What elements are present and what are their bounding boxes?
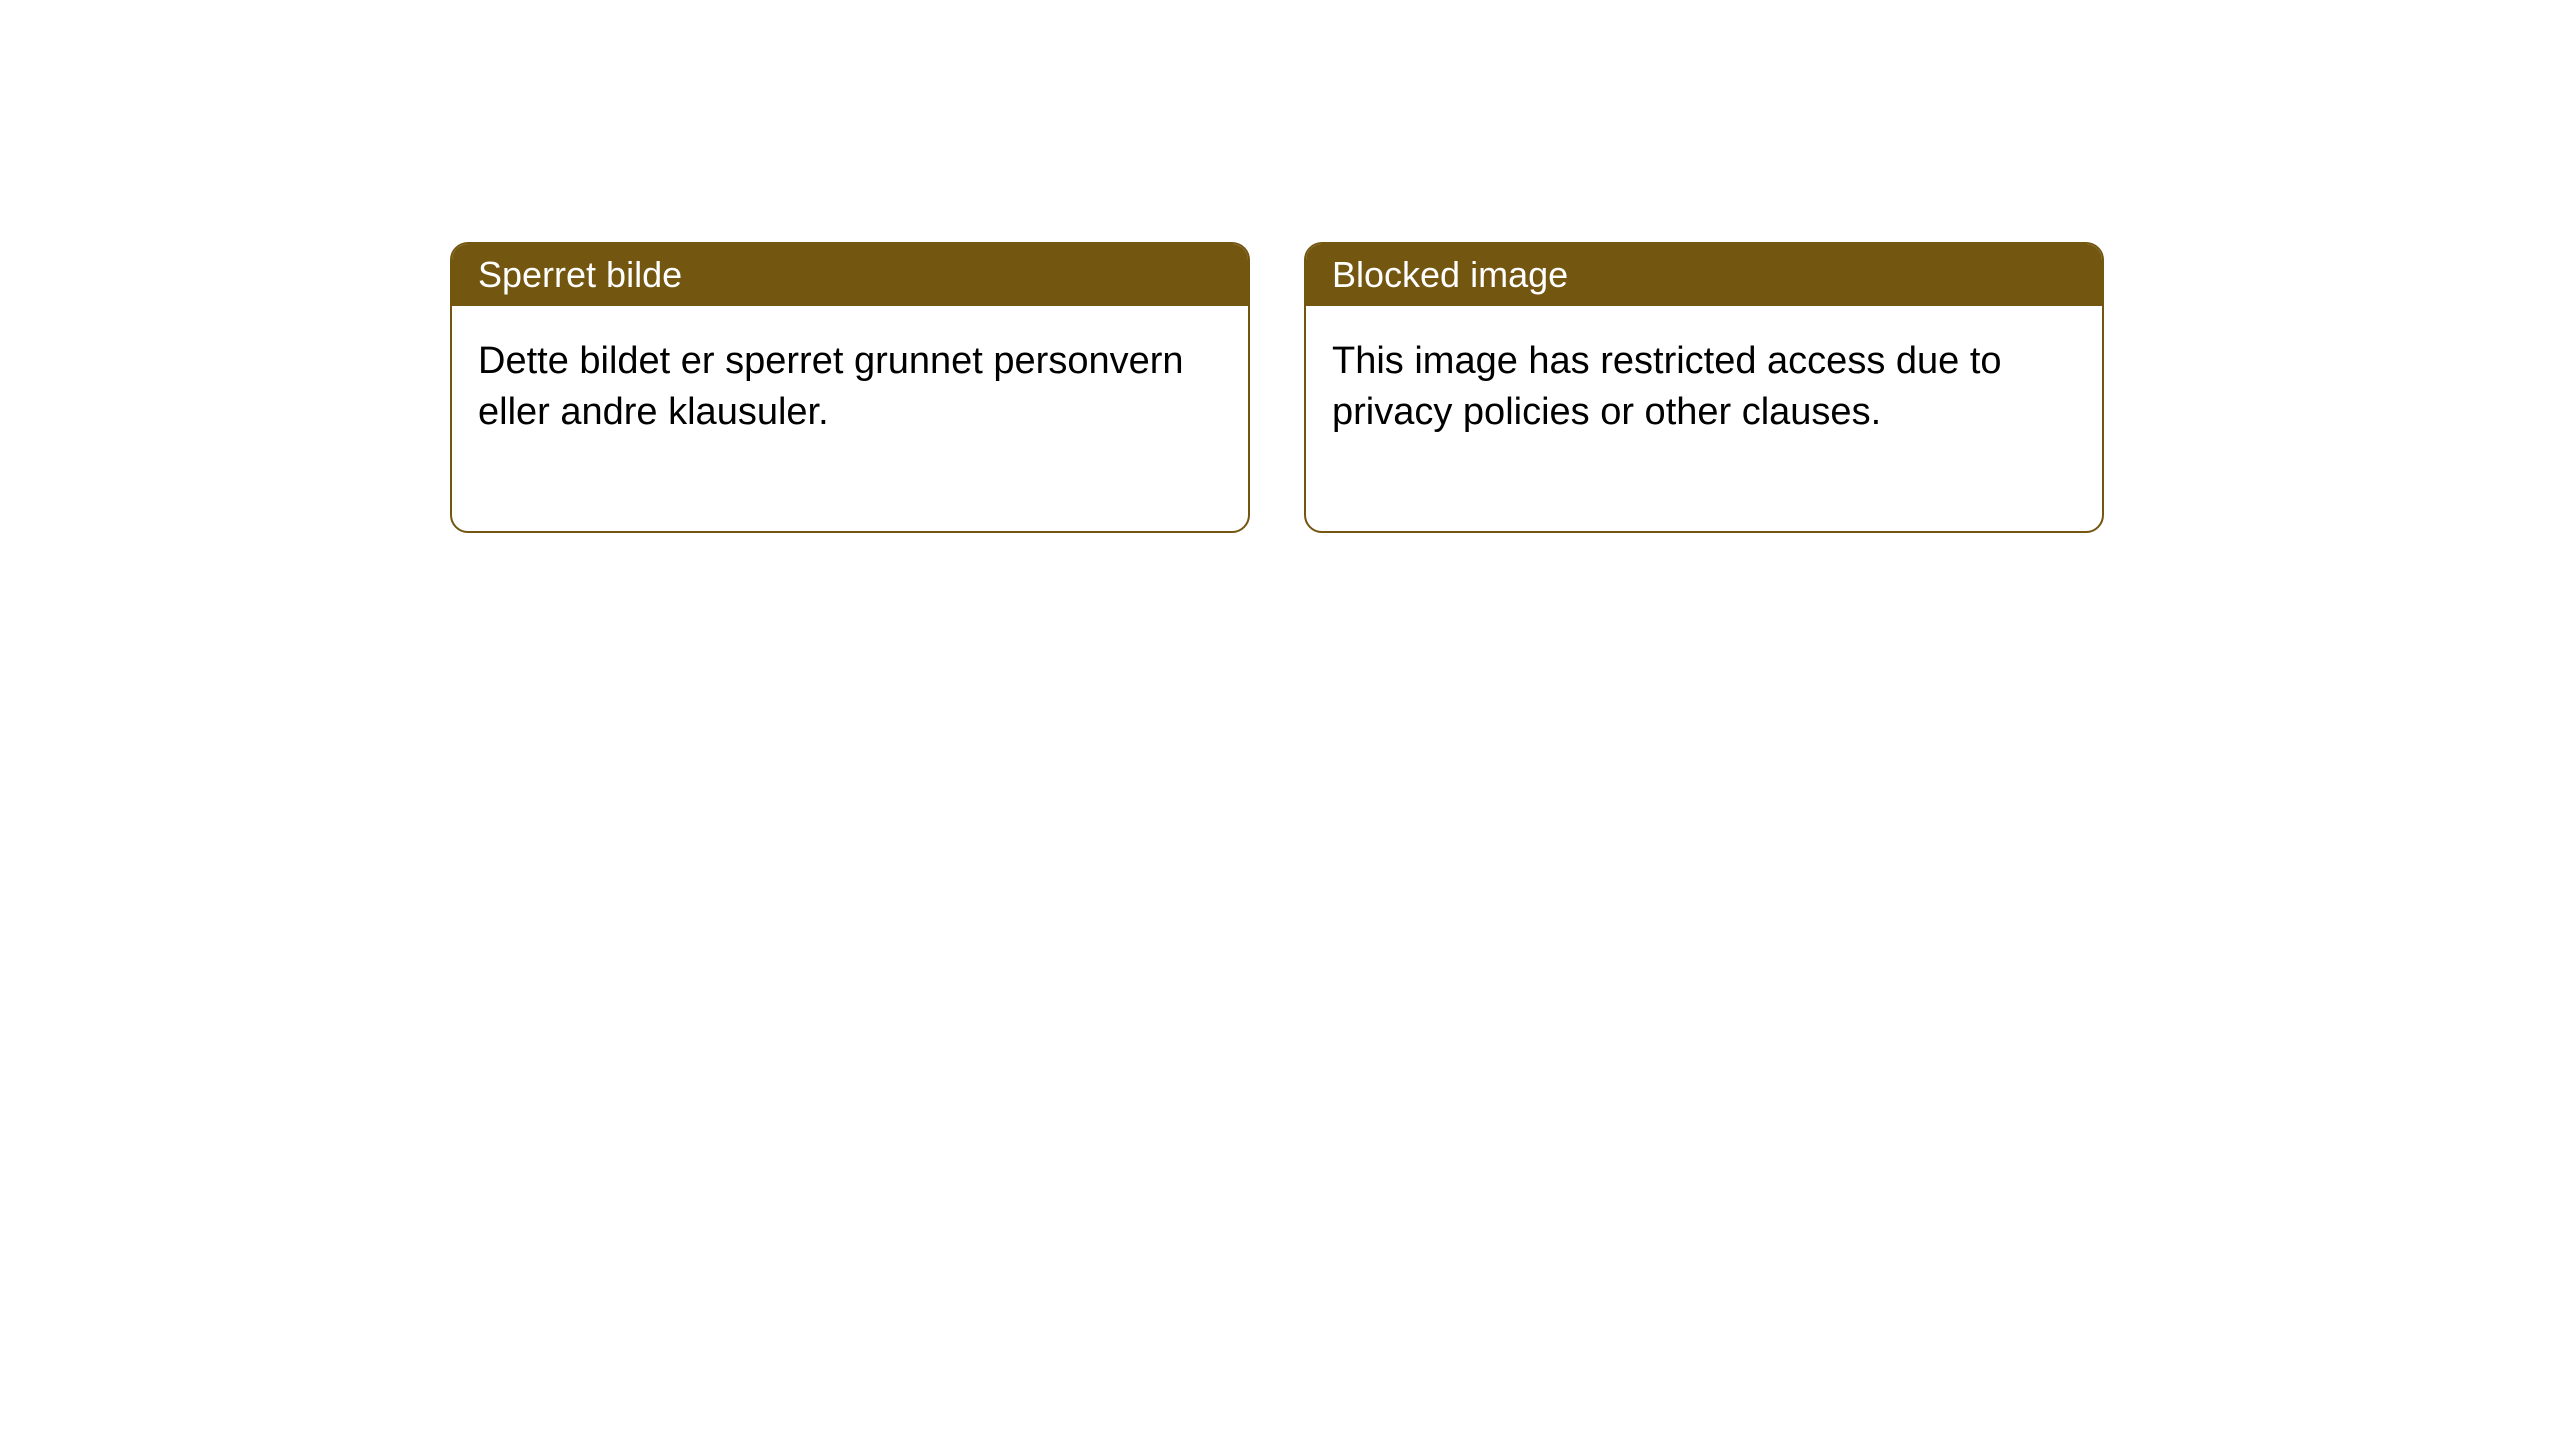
notice-header-english: Blocked image	[1306, 244, 2102, 306]
notice-card-norwegian: Sperret bilde Dette bildet er sperret gr…	[450, 242, 1250, 533]
notice-header-norwegian: Sperret bilde	[452, 244, 1248, 306]
notice-body-english: This image has restricted access due to …	[1306, 306, 2102, 531]
notice-body-norwegian: Dette bildet er sperret grunnet personve…	[452, 306, 1248, 531]
notice-container: Sperret bilde Dette bildet er sperret gr…	[450, 242, 2104, 533]
notice-card-english: Blocked image This image has restricted …	[1304, 242, 2104, 533]
